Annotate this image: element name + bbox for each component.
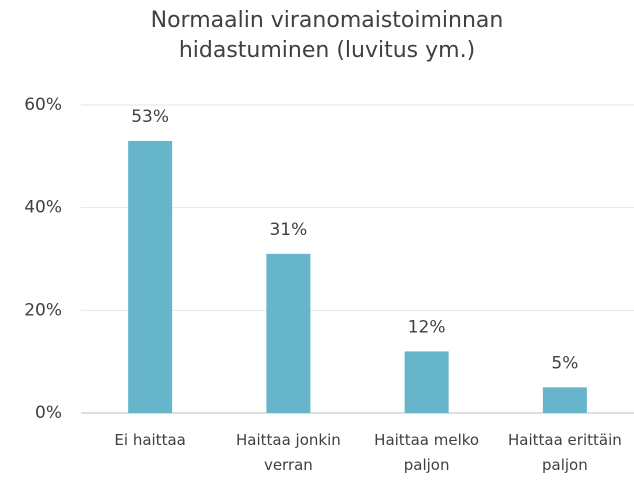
y-tick-label: 0%	[35, 403, 62, 423]
data-label: 53%	[131, 107, 169, 127]
bar	[266, 253, 311, 413]
bar	[404, 351, 449, 413]
x-tick-label: Ei haittaa	[114, 431, 186, 449]
data-label: 5%	[551, 353, 578, 373]
y-tick-label: 20%	[24, 300, 62, 320]
y-tick-label: 40%	[24, 198, 62, 218]
bar	[128, 140, 173, 413]
bar	[542, 387, 587, 413]
data-label: 31%	[269, 220, 307, 240]
chart-title: Normaalin viranomaistoiminnan hidastumin…	[150, 8, 504, 63]
x-tick-label: Haittaa jonkin verran	[235, 431, 341, 474]
x-tick-label: Haittaa melko paljon	[374, 431, 480, 474]
y-tick-label: 60%	[24, 95, 62, 115]
x-tick-label: Haittaa erittäin paljon	[508, 431, 622, 474]
data-label: 12%	[408, 317, 446, 337]
